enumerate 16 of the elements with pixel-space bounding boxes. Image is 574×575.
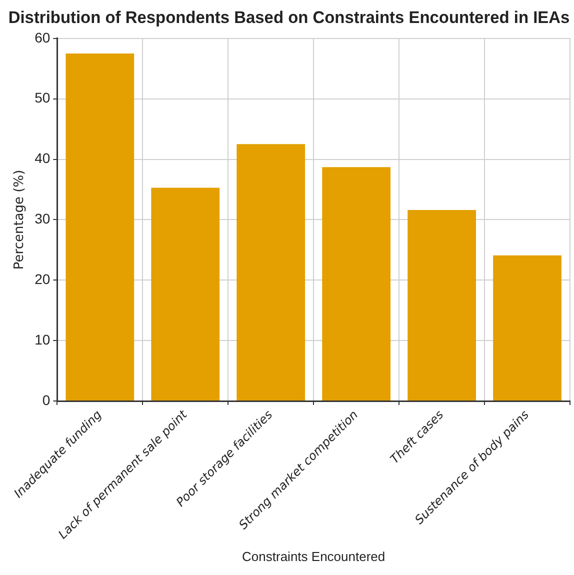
chart-title: Distribution of Respondents Based on Constraints Encountered in IEAs xyxy=(8,8,570,27)
bar xyxy=(408,210,476,401)
y-tick-label: 50 xyxy=(34,90,50,106)
y-tick-label: 30 xyxy=(34,210,50,227)
bar xyxy=(151,188,220,401)
bar xyxy=(493,255,562,401)
bar xyxy=(66,54,134,401)
y-axis-title: Percentage (%) xyxy=(12,170,28,270)
bar xyxy=(236,144,306,401)
y-tick-label: 40 xyxy=(34,150,50,166)
y-tick-label: 60 xyxy=(34,29,50,46)
y-tick-label: 0 xyxy=(42,392,50,408)
y-tick-label: 20 xyxy=(34,271,50,288)
bar xyxy=(322,167,391,401)
y-tick-label: 10 xyxy=(34,331,50,348)
x-axis-title: Constraints Encountered xyxy=(242,548,386,564)
